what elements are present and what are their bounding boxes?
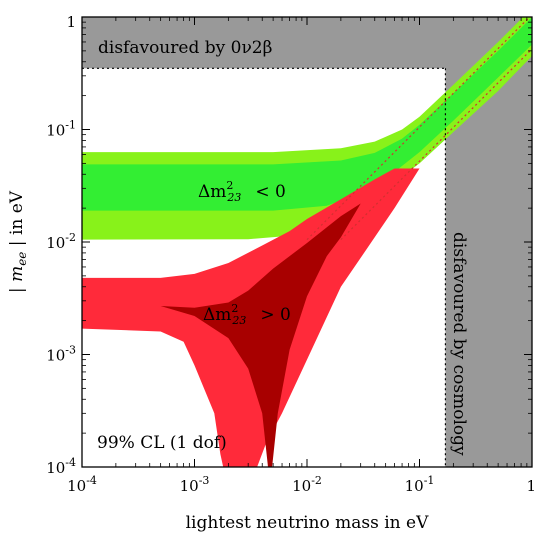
ticks: 10-4 10-3 10-2 10-1 1 10-4 10-3 10-2 10-1 1 [46, 13, 536, 495]
normal-hierarchy-inner-band [82, 203, 361, 467]
x-tick-label: 10-2 [292, 474, 322, 495]
labels: lightest neutrino mass in eV | mee | in … [7, 38, 469, 533]
exclusion-0v2b-label: disfavoured by 0ν2β [98, 38, 272, 58]
x-tick-label: 10-3 [180, 474, 210, 495]
inverted-hierarchy-inner-band [82, 17, 532, 211]
x-tick-label: 10-1 [405, 474, 435, 495]
y-tick-label: 10-4 [46, 456, 76, 477]
x-tick-label: 10-4 [67, 474, 97, 495]
y-axis-title: | mee | in eV [7, 190, 29, 293]
y-tick-label: 10-3 [46, 344, 76, 365]
plot-area [82, 17, 532, 467]
exclusion-cosmology-label: disfavoured by cosmology [449, 232, 469, 456]
inverted-hierarchy-label: Δm2 23 < 0 [198, 179, 286, 204]
y-tick-label: 10-2 [46, 231, 76, 252]
x-tick-label: 1 [526, 477, 536, 495]
confidence-level-label: 99% CL (1 dof) [97, 433, 227, 453]
inverted-hierarchy-label-text: Δm2 23 < 0 [198, 179, 286, 204]
y-tick-label: 10-1 [46, 119, 76, 140]
x-axis-title: lightest neutrino mass in eV [186, 513, 429, 533]
normal-hierarchy-label: Δm2 23 > 0 [203, 302, 291, 327]
y-tick-label: 1 [66, 13, 76, 31]
normal-hierarchy-label-text: Δm2 23 > 0 [203, 302, 291, 327]
y-axis-title-text: | mee | in eV [7, 190, 29, 293]
degenerate-guide-line-0 [306, 17, 531, 241]
